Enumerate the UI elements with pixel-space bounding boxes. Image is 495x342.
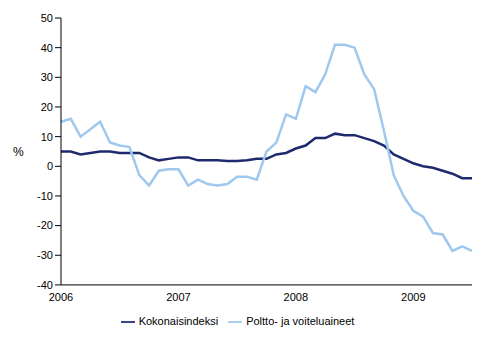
svg-text:-10: -10 [37,190,53,202]
svg-text:40: 40 [41,42,53,54]
svg-text:0: 0 [47,160,53,172]
svg-text:50: 50 [41,12,53,24]
svg-text:-30: -30 [37,249,53,261]
svg-text:10: 10 [41,131,53,143]
html-text:Poltto- ja voiteluaineet: Poltto- ja voiteluaineet [246,314,355,327]
svg-text:2009: 2009 [401,291,425,303]
svg-text:-40: -40 [37,279,53,291]
svg-text:-20: -20 [37,219,53,231]
svg-text:20: 20 [41,101,53,113]
svg-text:%: % [13,145,24,159]
svg-text:2006: 2006 [49,291,73,303]
html-text:Kokonaisindeksi: Kokonaisindeksi [138,314,219,327]
svg-text:30: 30 [41,71,53,83]
svg-text:2007: 2007 [166,291,190,303]
svg-text:2008: 2008 [284,291,308,303]
